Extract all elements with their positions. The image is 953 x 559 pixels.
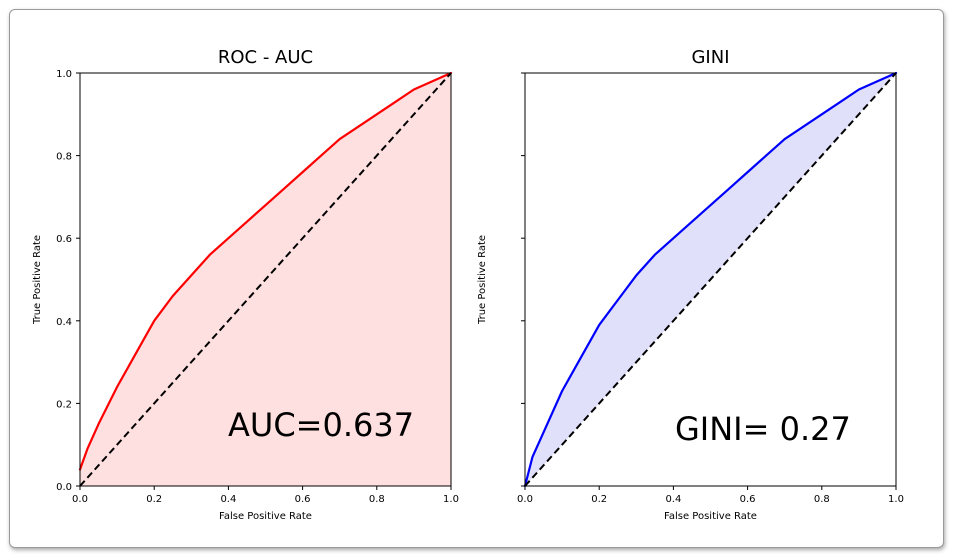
x-tick-label: 0.0: [517, 494, 533, 505]
y-tick-label: 0.4: [56, 317, 72, 328]
gini-chart: 0.0 0.2 0.4 0.6 0.8 1.0 GINI False Positive Rat…: [477, 47, 904, 522]
x-axis-label: False Positive Rate: [664, 511, 757, 522]
y-axis-label: True Positive Rate: [32, 235, 43, 325]
metric-annotation: AUC=0.637: [228, 406, 414, 444]
roc-curve-line: [523, 71, 898, 488]
chart-title: ROC - AUC: [218, 47, 313, 68]
y-tick-label: 1.0: [56, 69, 72, 80]
x-tick-label: 0.8: [814, 494, 830, 505]
x-tick-label: 0.4: [665, 494, 681, 505]
x-tick-label: 1.0: [888, 494, 904, 505]
y-tick-label: 0.0: [56, 482, 72, 493]
x-tick-label: 0.2: [146, 494, 162, 505]
roc-curve-line: [78, 71, 453, 471]
roc-auc-chart: 0.0 0.2 0.4 0.6 0.8 1.0 0.0 0.2 0.4 0.6 0.8 1.0 ROC …: [32, 47, 459, 522]
y-axis-label: True Positive Rate: [477, 235, 488, 325]
x-tick-label: 0.2: [591, 494, 607, 505]
y-tick-label: 0.8: [56, 152, 72, 163]
x-tick-label: 0.4: [220, 494, 236, 505]
axes-frame: [524, 72, 897, 487]
x-tick-label: 0.6: [740, 494, 756, 505]
chart-title: GINI: [691, 47, 729, 68]
x-tick-label: 0.0: [72, 494, 88, 505]
x-tick-label: 1.0: [443, 494, 459, 505]
y-tick-label: 0.2: [56, 399, 72, 410]
metric-annotation: GINI= 0.27: [675, 410, 851, 448]
x-tick-label: 0.6: [295, 494, 311, 505]
diagonal-reference-line: [79, 72, 452, 487]
x-tick-label: 0.8: [369, 494, 385, 505]
axes-frame: [79, 72, 452, 487]
diagonal-reference-line: [524, 72, 897, 487]
y-tick-label: 0.6: [56, 234, 72, 245]
x-axis-label: False Positive Rate: [219, 511, 312, 522]
